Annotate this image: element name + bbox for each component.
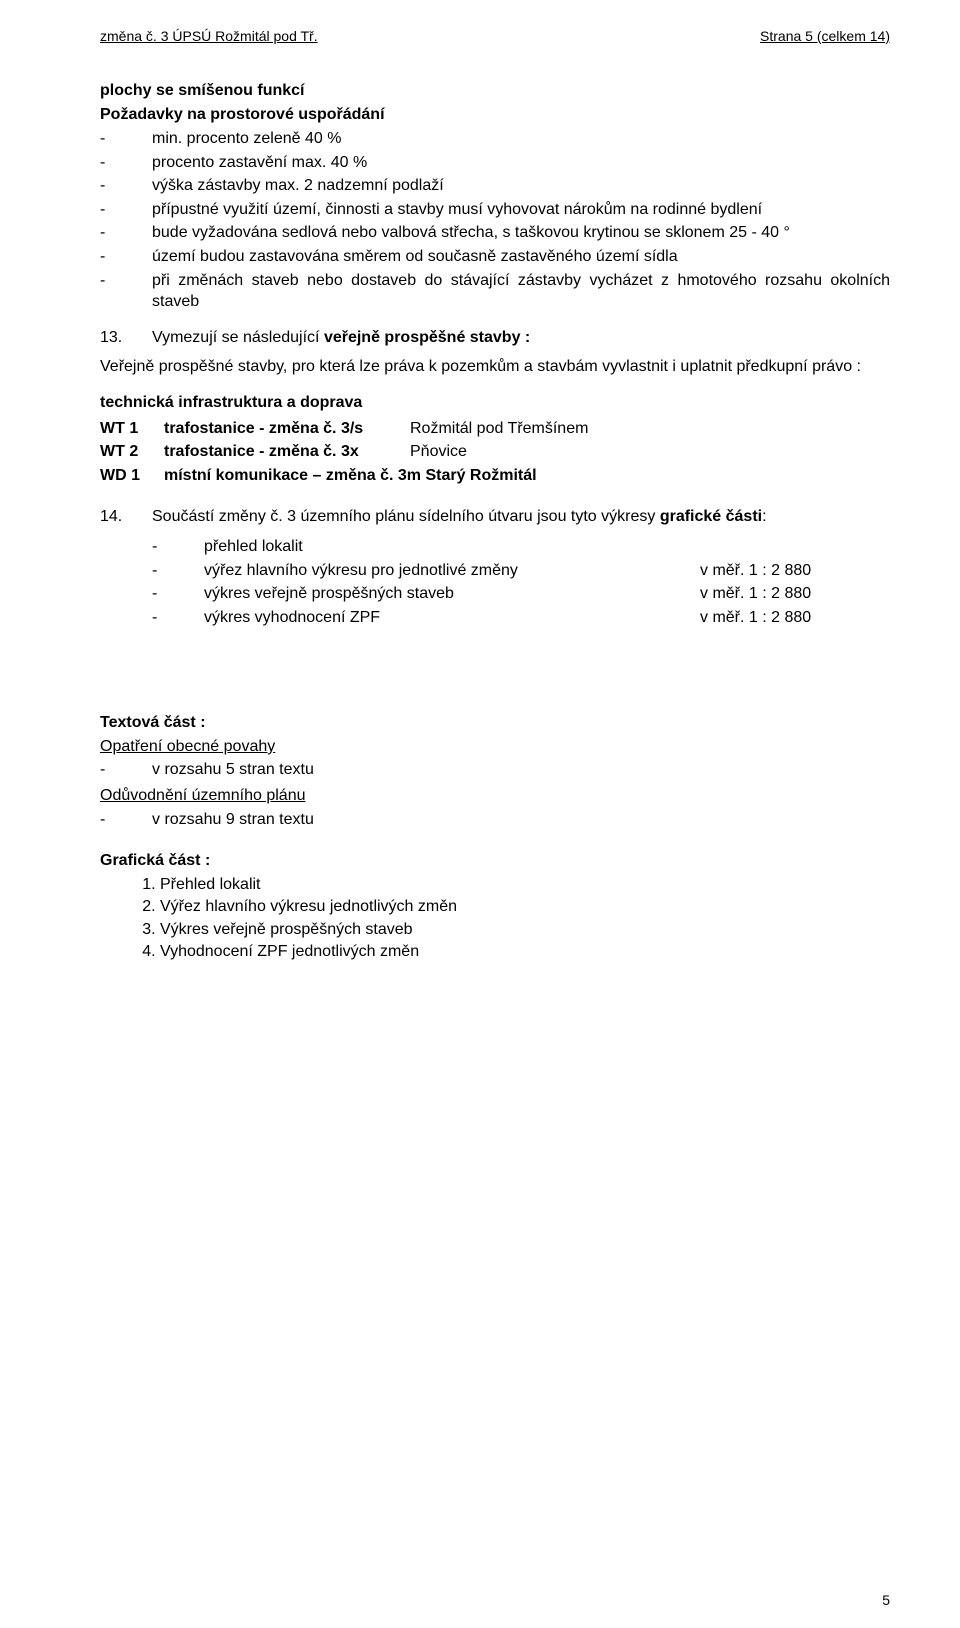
list-item-text: procento zastavění max. 40 % [152,152,890,174]
list-item-text: při změnách staveb nebo dostaveb do stáv… [152,270,890,313]
dash: - [152,536,204,558]
list-item: -min. procento zeleně 40 % [100,128,890,150]
infra-place: Rožmitál pod Třemšínem [410,418,890,440]
part-label: výkres veřejně prospěšných staveb [204,583,700,605]
infra-row: WD 1 místní komunikace – změna č. 3m Sta… [100,465,890,487]
lead-text: Vymezují se následující [152,329,324,346]
part-scale: v měř. 1 : 2 880 [700,583,890,605]
list-item-text: v rozsahu 5 stran textu [152,759,890,781]
item-body: Součástí změny č. 3 územního plánu sídel… [152,506,890,528]
list-item-text: přípustné využití území, činnosti a stav… [152,199,890,221]
textova-list-1: -v rozsahu 5 stran textu [100,759,890,781]
list-item: -v rozsahu 5 stran textu [100,759,890,781]
part-scale: v měř. 1 : 2 880 [700,607,890,629]
list-item: -v rozsahu 9 stran textu [100,809,890,831]
part-row: - výřez hlavního výkresu pro jednotlivé … [152,560,890,582]
part-label: přehled lokalit [204,536,700,558]
infra-desc: trafostanice - změna č. 3/s [164,418,410,440]
dash: - [100,270,152,292]
graficka-list: Přehled lokalit Výřez hlavního výkresu j… [100,874,890,964]
graficka-title: Grafická část : [100,850,890,872]
infra-title: technická infrastruktura a doprava [100,392,890,414]
list-item: -výška zástavby max. 2 nadzemní podlaží [100,175,890,197]
header-left: změna č. 3 ÚPSÚ Rožmitál pod Tř. [100,28,318,44]
dash: - [100,759,152,781]
infra-desc-full: místní komunikace – změna č. 3m Starý Ro… [164,465,890,487]
list-item: -území budou zastavována směrem od souča… [100,246,890,268]
textova-sub-1: Opatření obecné povahy [100,736,890,758]
infra-row: WT 1 trafostanice - změna č. 3/s Rožmitá… [100,418,890,440]
list-item: Přehled lokalit [160,874,890,896]
list-item: -bude vyžadována sedlová nebo valbová st… [100,222,890,244]
body-pre: Součástí změny č. 3 územního plánu sídel… [152,508,660,525]
textova-title: Textová část : [100,712,890,734]
dash: - [100,246,152,268]
item-number: 14. [100,506,152,528]
dash: - [100,199,152,221]
numbered-item-13: 13. Vymezují se následující veřejně pros… [100,327,890,349]
dash: - [100,809,152,831]
item-body: Vymezují se následující veřejně prospěšn… [152,327,890,349]
list-item: -procento zastavění max. 40 % [100,152,890,174]
infra-code: WT 2 [100,441,164,463]
part-label: výřez hlavního výkresu pro jednotlivé zm… [204,560,700,582]
list-item-text: území budou zastavována směrem od součas… [152,246,890,268]
infra-place: Pňovice [410,441,890,463]
dash: - [100,222,152,244]
page-header: změna č. 3 ÚPSÚ Rožmitál pod Tř. Strana … [100,28,890,44]
part-scale [700,536,890,558]
part-row: - přehled lokalit [152,536,890,558]
parts-list: - přehled lokalit - výřez hlavního výkre… [152,536,890,628]
list-item: Výřez hlavního výkresu jednotlivých změn [160,896,890,918]
part-row: - výkres veřejně prospěšných staveb v mě… [152,583,890,605]
infra-desc: trafostanice - změna č. 3x [164,441,410,463]
paragraph: Veřejně prospěšné stavby, pro která lze … [100,356,890,378]
list-item: -přípustné využití území, činnosti a sta… [100,199,890,221]
bold-text: veřejně prospěšné stavby : [324,329,530,346]
header-right: Strana 5 (celkem 14) [760,28,890,44]
textova-sub-2: Odůvodnění územního plánu [100,785,890,807]
dash: - [100,175,152,197]
list-item-text: výška zástavby max. 2 nadzemní podlaží [152,175,890,197]
part-scale: v měř. 1 : 2 880 [700,560,890,582]
requirements-list: -min. procento zeleně 40 % -procento zas… [100,128,890,313]
numbered-item-14: 14. Součástí změny č. 3 územního plánu s… [100,506,890,528]
infra-code: WT 1 [100,418,164,440]
part-label: výkres vyhodnocení ZPF [204,607,700,629]
list-item: Výkres veřejně prospěšných staveb [160,919,890,941]
infra-row: WT 2 trafostanice - změna č. 3x Pňovice [100,441,890,463]
dash: - [152,560,204,582]
list-item: -při změnách staveb nebo dostaveb do stá… [100,270,890,313]
dash: - [152,583,204,605]
textova-list-2: -v rozsahu 9 stran textu [100,809,890,831]
list-item-text: v rozsahu 9 stran textu [152,809,890,831]
part-row: - výkres vyhodnocení ZPF v měř. 1 : 2 88… [152,607,890,629]
body-post: : [762,508,766,525]
page-number: 5 [882,1592,890,1608]
section-title: plochy se smíšenou funkcí [100,82,890,100]
section-subtitle: Požadavky na prostorové uspořádání [100,106,890,124]
body-bold: grafické části [660,508,762,525]
infra-code: WD 1 [100,465,164,487]
page: změna č. 3 ÚPSÚ Rožmitál pod Tř. Strana … [0,0,960,1628]
dash: - [100,152,152,174]
dash: - [152,607,204,629]
item-number: 13. [100,327,152,349]
dash: - [100,128,152,150]
list-item-text: min. procento zeleně 40 % [152,128,890,150]
list-item: Vyhodnocení ZPF jednotlivých změn [160,941,890,963]
list-item-text: bude vyžadována sedlová nebo valbová stř… [152,222,890,244]
